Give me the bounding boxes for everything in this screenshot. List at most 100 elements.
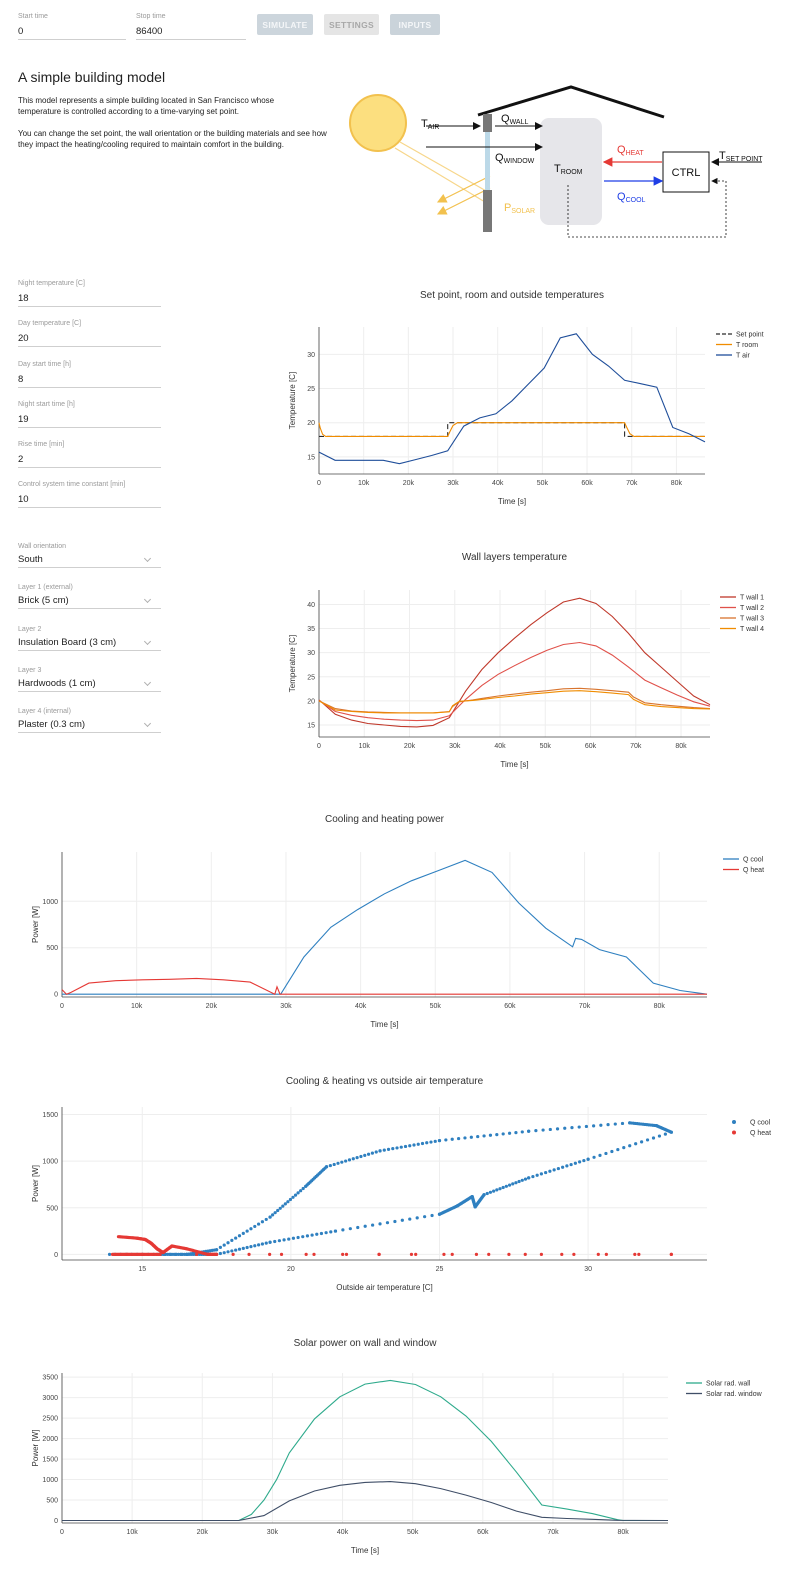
chart-2-x-tick-label: 70k: [579, 1003, 591, 1010]
chart-3-series-q-cool-point: [291, 1195, 295, 1199]
chart-3-series-q-cool-point: [425, 1141, 429, 1145]
chart-3-series-q-cool-point: [253, 1244, 257, 1248]
chart-2-y-tick-label: 500: [46, 945, 58, 952]
layer-3-value[interactable]: Hardwoods (1 cm): [18, 678, 96, 689]
chart-3-series-q-cool-point: [501, 1185, 505, 1190]
chart-1-legend-label: T wall 1: [740, 595, 764, 602]
layer-2-label: Layer 2: [18, 626, 42, 633]
chart-3-series-q-cool-point: [277, 1239, 282, 1243]
layer-4-value[interactable]: Plaster (0.3 cm): [18, 719, 86, 730]
chart-3-series-q-cool-point: [230, 1249, 234, 1253]
inputs-button[interactable]: INPUTS: [390, 14, 440, 35]
chart-3-series-q-cool-point: [241, 1246, 245, 1250]
chart-2-y-axis-label: Power [W]: [31, 906, 40, 943]
start-time-value[interactable]: 0: [18, 26, 24, 37]
chart-4-y-tick-label: 500: [46, 1498, 58, 1505]
chart-3-series-q-heat-point: [377, 1252, 381, 1257]
chart-4-x-tick-label: 70k: [547, 1529, 559, 1536]
field-underline: [18, 346, 161, 347]
chart-3-series-q-cool-point: [222, 1243, 226, 1247]
chart-3-series-q-cool-point: [249, 1245, 253, 1249]
chart-1-series-t-wall-2-line: [318, 641, 711, 722]
chart-3-series-q-cool-point: [276, 1208, 280, 1213]
chart-3-series-q-cool-point: [273, 1211, 277, 1215]
controller-box: [662, 151, 710, 193]
chart-3-series-q-cool-point: [366, 1152, 371, 1156]
start-time-underline: [18, 39, 126, 40]
chart-3-series-q-cool-point: [271, 1213, 275, 1217]
night-temperature-input[interactable]: 18: [18, 293, 29, 304]
chart-3-series-q-heat-point: [507, 1252, 511, 1257]
chart-3-series-q-cool-point: [268, 1240, 272, 1244]
chart-3-series-q-cool-point: [249, 1227, 253, 1231]
simulate-button[interactable]: SIMULATE: [257, 14, 313, 35]
chart-3-series-q-cool-point: [610, 1149, 614, 1154]
p-solar-label: PSOLAR: [504, 202, 535, 215]
chart-3-series-q-cool-point: [329, 1230, 333, 1234]
chart-1-x-tick-label: 50k: [540, 743, 552, 750]
night-start-time-input[interactable]: 19: [18, 414, 29, 425]
chart-3-series-q-heat-point: [414, 1252, 418, 1257]
chart-3-series-q-heat-point: [304, 1252, 308, 1257]
chart-1-y-tick-label: 30: [307, 650, 315, 657]
chart-1-x-tick-label: 70k: [630, 743, 642, 750]
layer-2-value[interactable]: Insulation Board (3 cm): [18, 637, 117, 648]
chart-3-series-q-cool-point: [214, 1248, 219, 1252]
chart-3-series-q-cool-point: [634, 1142, 638, 1146]
rise-time-input[interactable]: 2: [18, 454, 24, 465]
layer-1-value[interactable]: Brick (5 cm): [18, 595, 69, 606]
chart-2-title: Cooling and heating power: [325, 814, 445, 825]
control-time-constant-input[interactable]: 10: [18, 494, 29, 505]
chart-4-legend-label: Solar rad. wall: [706, 1381, 751, 1388]
chart-0-y-tick-label: 30: [307, 352, 315, 359]
chart-3-series-q-heat-point: [247, 1252, 251, 1257]
chart-3-series-q-heat-point: [195, 1252, 199, 1257]
building-diagram: CTRL TAIR QWALL QWINDOW TROOM QHEAT QCOO…: [349, 85, 763, 238]
chart-3-series-q-cool-point: [296, 1235, 300, 1240]
settings-button[interactable]: SETTINGS: [324, 14, 379, 35]
q-heat-label: QHEAT: [617, 144, 644, 157]
stop-time-value[interactable]: 86400: [136, 26, 163, 37]
chart-3-series-q-cool-point: [492, 1189, 496, 1193]
chart-3-series-q-cool-point: [501, 1132, 505, 1136]
chart-3-series-q-cool-point: [429, 1140, 433, 1144]
chart-3-series-q-cool-point: [437, 1212, 442, 1216]
chart-3-series-q-cool-point: [386, 1147, 391, 1151]
wall-lower: [483, 190, 492, 232]
chart-3-series-q-heat-point: [560, 1252, 564, 1257]
chart-2-x-tick-label: 60k: [504, 1003, 516, 1010]
chart-2-y-tick-label: 1000: [42, 899, 58, 906]
chart-3-series-q-cool-point: [328, 1163, 332, 1168]
chart-3-series-q-cool-point: [344, 1159, 348, 1163]
chart-3-title: Cooling & heating vs outside air tempera…: [286, 1076, 484, 1087]
chart-3-series-q-cool-point: [282, 1238, 286, 1242]
page-title: A simple building model: [18, 69, 166, 85]
chart-3-series-q-cool-point: [363, 1153, 367, 1157]
chart-3-series-q-cool-point: [573, 1161, 577, 1165]
chart-4-y-tick-label: 3000: [42, 1395, 58, 1402]
chart-3-series-q-cool-point: [356, 1225, 360, 1230]
day-start-time-label: Day start time [h]: [18, 361, 71, 368]
chart-4-title: Solar power on wall and window: [294, 1338, 438, 1349]
chart-3-series-q-cool-point: [622, 1146, 626, 1150]
chart-3-series-q-cool-point: [324, 1165, 329, 1169]
chart-3-series-q-cool-point: [599, 1123, 603, 1127]
controller-label: CTRL: [672, 167, 701, 179]
chart-3-series-q-heat-point: [231, 1252, 235, 1257]
wall-orientation-value[interactable]: South: [18, 554, 43, 565]
chart-0-x-tick-label: 50k: [537, 480, 549, 487]
chart-3-series-q-heat-point: [450, 1252, 454, 1257]
chart-3-series-q-cool-point: [324, 1231, 328, 1235]
chart-3-series-q-cool-point: [260, 1242, 265, 1246]
chart-0-x-tick-label: 20k: [403, 480, 415, 487]
day-start-time-input[interactable]: 8: [18, 374, 24, 385]
day-temperature-input[interactable]: 20: [18, 333, 29, 344]
chart-3-series-q-cool-point: [264, 1217, 268, 1222]
field-underline: [18, 467, 161, 468]
chart-4-x-tick-label: 50k: [407, 1529, 419, 1536]
q-cool-label: QCOOL: [617, 191, 646, 204]
chart-3-series-q-cool-point: [245, 1245, 249, 1250]
chart-3-series-q-cool-point: [382, 1148, 386, 1152]
chart-3-series-q-cool-point: [531, 1174, 535, 1179]
